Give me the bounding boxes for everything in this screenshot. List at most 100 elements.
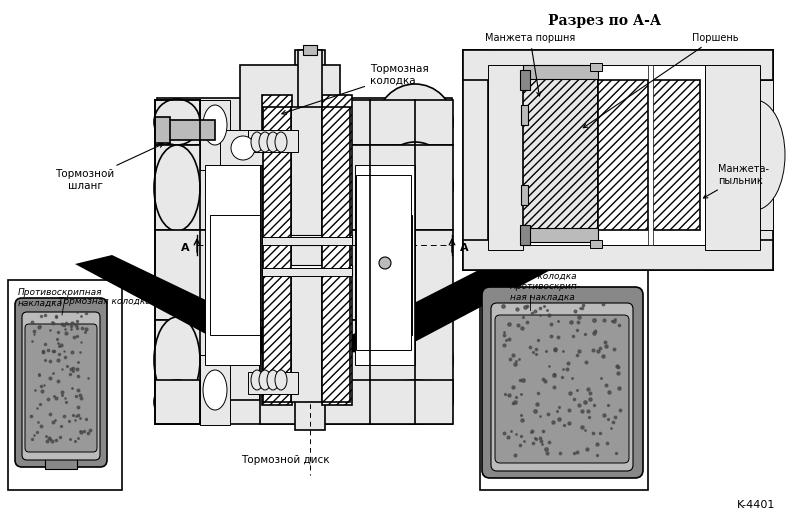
Bar (165, 120, 215, 140)
Text: Поршень: Поршень (583, 33, 738, 128)
Bar (322, 95, 352, 405)
Bar (262, 265, 352, 275)
Bar (248, 372, 298, 394)
Bar (521, 185, 528, 205)
Bar (262, 237, 352, 245)
Bar (521, 105, 528, 125)
Bar (295, 70, 325, 430)
Bar (463, 50, 773, 270)
Bar (262, 268, 352, 276)
Text: K-4401: K-4401 (737, 500, 775, 510)
Polygon shape (322, 255, 562, 355)
Bar (523, 65, 705, 245)
Polygon shape (75, 255, 310, 355)
Bar (45, 457, 77, 469)
Ellipse shape (259, 132, 271, 152)
Polygon shape (155, 100, 200, 145)
Ellipse shape (267, 132, 279, 152)
Ellipse shape (259, 370, 271, 390)
Bar (155, 100, 453, 425)
Polygon shape (260, 380, 453, 424)
Bar (210, 170, 260, 355)
Bar (248, 130, 298, 152)
Ellipse shape (251, 132, 263, 152)
Text: Тормозной диск: Тормозной диск (241, 455, 330, 465)
Bar (463, 240, 773, 270)
Ellipse shape (203, 105, 227, 145)
Bar (648, 65, 653, 245)
Text: Тормозная колодка: Тормозная колодка (484, 272, 577, 281)
FancyBboxPatch shape (25, 324, 97, 452)
Bar (157, 98, 452, 424)
Bar (295, 50, 325, 70)
Ellipse shape (267, 370, 279, 390)
Bar (537, 458, 587, 470)
Polygon shape (703, 50, 773, 270)
Ellipse shape (203, 370, 227, 410)
Text: Противоскрип-
ная накладка: Противоскрип- ная накладка (510, 282, 581, 302)
Bar (356, 175, 411, 350)
FancyBboxPatch shape (495, 315, 629, 463)
FancyBboxPatch shape (15, 298, 107, 467)
Ellipse shape (379, 257, 391, 269)
Text: Манжета-
пыльник: Манжета- пыльник (703, 164, 769, 198)
Bar (291, 107, 322, 402)
Bar (590, 240, 602, 248)
Bar (322, 107, 350, 402)
Bar (210, 215, 260, 335)
Ellipse shape (725, 100, 785, 210)
Bar (298, 50, 322, 130)
Bar (463, 50, 488, 270)
Bar (262, 235, 352, 245)
Ellipse shape (231, 136, 255, 160)
Bar (303, 45, 317, 55)
Bar (155, 117, 170, 143)
Bar (523, 75, 598, 235)
Polygon shape (155, 230, 260, 320)
Text: A: A (460, 243, 469, 253)
Bar (738, 80, 773, 230)
Bar (263, 107, 291, 402)
Bar (488, 65, 523, 250)
Ellipse shape (154, 380, 200, 424)
Bar (520, 225, 530, 245)
Bar (360, 215, 412, 335)
Ellipse shape (377, 84, 453, 160)
FancyBboxPatch shape (22, 312, 100, 460)
Text: Противоскрипная
накладка: Противоскрипная накладка (18, 288, 102, 307)
Polygon shape (155, 320, 260, 400)
Polygon shape (260, 230, 453, 320)
Bar (748, 50, 773, 270)
Bar (598, 80, 648, 230)
Ellipse shape (275, 132, 287, 152)
Bar (8, 280, 122, 490)
Polygon shape (155, 145, 260, 230)
Ellipse shape (154, 317, 200, 403)
Polygon shape (260, 100, 453, 145)
Polygon shape (155, 380, 200, 424)
Text: - Тормозная колодка: - Тормозная колодка (52, 297, 150, 306)
Bar (240, 65, 340, 160)
Text: A: A (182, 243, 190, 253)
Text: Тормозная
колодка: Тормозная колодка (282, 64, 429, 115)
FancyBboxPatch shape (491, 303, 633, 471)
Bar (650, 80, 700, 230)
Bar (705, 65, 760, 250)
Ellipse shape (377, 380, 453, 424)
Bar (480, 265, 648, 490)
Bar (200, 100, 230, 170)
Bar (220, 130, 265, 165)
Polygon shape (260, 320, 453, 400)
Ellipse shape (154, 145, 200, 231)
Ellipse shape (377, 317, 453, 403)
Bar (463, 50, 773, 80)
Ellipse shape (251, 370, 263, 390)
Bar (523, 228, 598, 242)
Bar (262, 95, 292, 405)
Text: Манжета поршня: Манжета поршня (485, 33, 575, 96)
Polygon shape (260, 145, 453, 230)
Bar (523, 65, 598, 79)
Bar (360, 170, 412, 355)
Ellipse shape (154, 99, 200, 145)
Bar (205, 165, 260, 365)
